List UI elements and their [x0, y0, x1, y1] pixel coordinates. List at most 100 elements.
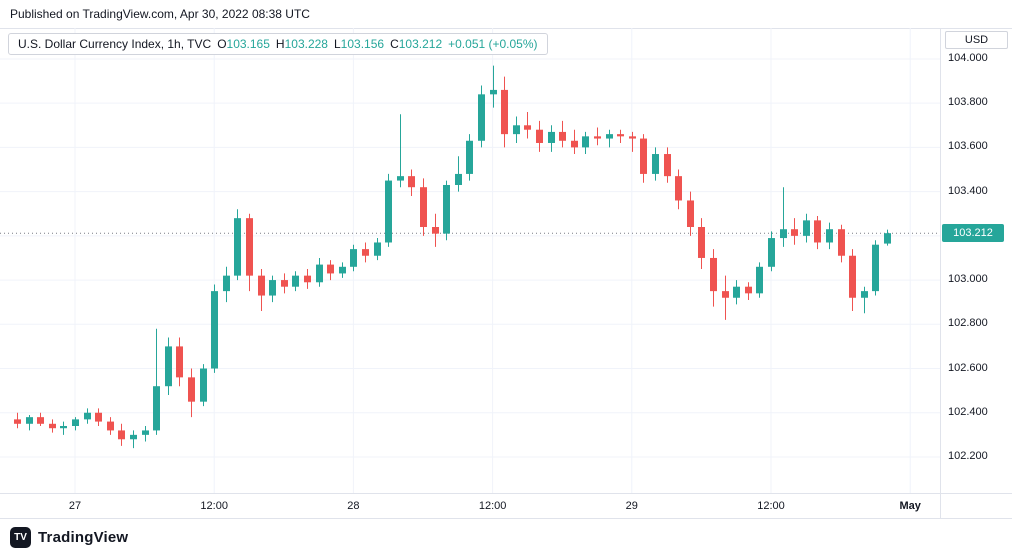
candle [37, 412, 44, 427]
candle [142, 426, 149, 442]
candle [756, 262, 763, 298]
candle [582, 131, 589, 155]
candlestick-chart[interactable] [0, 28, 940, 493]
candle [385, 173, 392, 247]
candle [861, 286, 868, 314]
tradingview-logo[interactable]: TV TradingView [10, 526, 129, 548]
close-value: 103.212 [398, 37, 443, 51]
symbol-legend: U.S. Dollar Currency Index, 1h, TVC O 103… [8, 33, 548, 55]
price-axis-label: 103.400 [948, 184, 988, 197]
candle [791, 218, 798, 245]
candle [95, 408, 102, 427]
candle [617, 129, 624, 143]
candle [397, 114, 404, 188]
candle [733, 280, 740, 305]
candle [629, 131, 636, 152]
candle [548, 125, 555, 152]
candle [606, 129, 613, 148]
price-change: +0.051 (+0.05%) [448, 37, 538, 51]
candle [153, 328, 160, 435]
time-axis-label: 29 [625, 500, 638, 512]
close-label: C [390, 37, 399, 51]
candle [849, 249, 856, 312]
time-axis-label: 12:00 [757, 500, 785, 512]
ohlc-high: H 103.228 [276, 37, 328, 51]
candle [664, 147, 671, 183]
candle [536, 120, 543, 152]
candle [884, 229, 891, 246]
candle [362, 242, 369, 263]
currency-unit-label: USD [945, 31, 1008, 49]
low-value: 103.156 [340, 37, 385, 51]
candle [594, 127, 601, 146]
candle [72, 417, 79, 431]
candle [501, 76, 508, 148]
grid-lines [0, 28, 940, 493]
candle [803, 213, 810, 243]
ohlc-close: C 103.212 [390, 37, 442, 51]
candle [443, 180, 450, 241]
open-value: 103.165 [226, 37, 270, 51]
candle [234, 209, 241, 281]
candle [258, 269, 265, 312]
candle [455, 156, 462, 192]
candle [200, 364, 207, 407]
candle [838, 224, 845, 263]
time-axis[interactable]: 27 12:00 28 12:00 29 12:00 May [0, 493, 1012, 519]
candle [768, 231, 775, 272]
high-value: 103.228 [284, 37, 328, 51]
price-axis-label: 103.000 [948, 273, 988, 286]
candle [698, 218, 705, 270]
candle [814, 215, 821, 250]
ohlc-low: L 103.156 [334, 37, 384, 51]
price-axis-label: 102.200 [948, 449, 988, 462]
candles-layer [14, 65, 891, 449]
candle [49, 419, 56, 433]
axis-corner-border [940, 493, 941, 519]
candle [652, 147, 659, 181]
candle [281, 273, 288, 294]
footer: TV TradingView [0, 519, 1012, 555]
candle [826, 222, 833, 250]
candle [710, 249, 717, 307]
price-axis-label: 102.400 [948, 405, 988, 418]
candle [408, 169, 415, 197]
candle [466, 134, 473, 181]
last-price-label: 103.212 [942, 224, 1004, 243]
candle [524, 112, 531, 139]
candle [292, 271, 299, 292]
price-axis-label: 102.600 [948, 361, 988, 374]
tradingview-logo-icon: TV [10, 526, 31, 548]
candle [420, 178, 427, 236]
candle [211, 284, 218, 373]
candle [84, 408, 91, 424]
candle [130, 430, 137, 449]
time-axis-label: 12:00 [478, 500, 507, 512]
candle [26, 414, 33, 431]
candle [571, 129, 578, 155]
tradingview-logo-text: TradingView [38, 528, 129, 546]
chart-pane[interactable]: U.S. Dollar Currency Index, 1h, TVC O 103… [0, 28, 940, 493]
published-info: Published on TradingView.com, Apr 30, 20… [10, 7, 310, 21]
candle [223, 266, 230, 303]
candle [246, 213, 253, 292]
candle [478, 85, 485, 148]
open-label: O [217, 37, 227, 51]
ohlc-open: O 103.165 [217, 37, 270, 51]
candle [107, 417, 114, 435]
candle [722, 275, 729, 320]
time-axis-label: 27 [68, 500, 82, 512]
candle [872, 240, 879, 296]
price-axis[interactable]: USD 104.000103.800103.600103.400103.2001… [940, 28, 1012, 493]
candle [745, 282, 752, 300]
candle [165, 337, 172, 396]
low-label: L [333, 37, 341, 51]
candle [350, 244, 357, 272]
candle [513, 116, 520, 143]
price-axis-label: 103.600 [948, 140, 988, 153]
candle [188, 368, 195, 418]
chart-top-border [0, 28, 1012, 29]
candle [327, 260, 334, 281]
symbol-title: U.S. Dollar Currency Index, 1h, TVC [18, 37, 212, 51]
time-axis-label: 28 [347, 500, 360, 512]
